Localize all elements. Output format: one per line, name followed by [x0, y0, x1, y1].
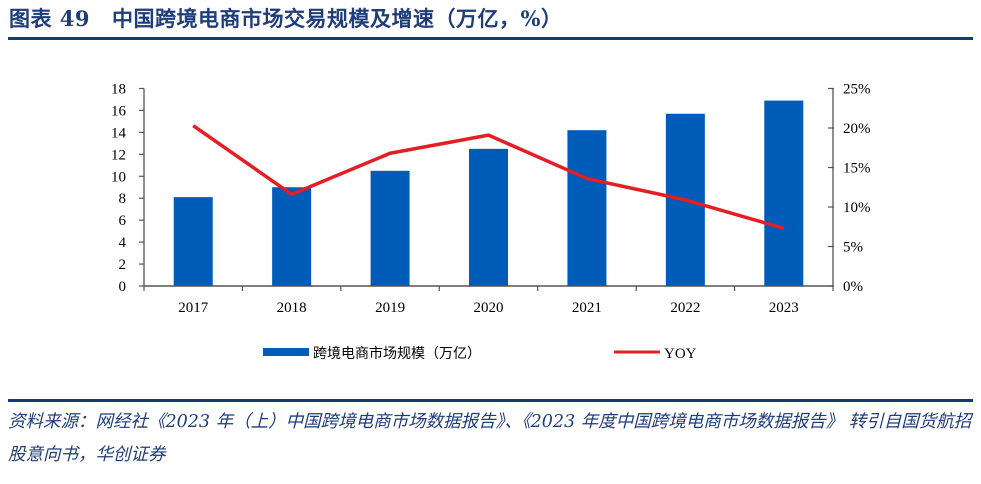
bar-2023 — [764, 100, 804, 286]
left-y-tick-label: 4 — [119, 235, 127, 251]
left-y-tick-label: 18 — [111, 82, 126, 98]
left-y-tick-label: 16 — [111, 103, 127, 119]
x-tick-label: 2020 — [474, 300, 504, 316]
bar-series — [173, 100, 804, 286]
bar-2019 — [370, 170, 410, 286]
figure-label: 图表 49 — [9, 6, 91, 31]
x-tick-label: 2021 — [572, 300, 602, 316]
x-tick-label: 2022 — [670, 300, 700, 316]
axes: 0 2 4 6 8 10 12 14 16 18 0% 5% 10% 15% 20% 25% — [111, 82, 871, 296]
left-y-tick-label: 14 — [111, 125, 127, 141]
bar-2020 — [469, 148, 508, 286]
right-y-tick-label: 10% — [843, 200, 871, 216]
x-tick-label: 2017 — [178, 300, 209, 316]
source-note: 资料来源：网经社《2023 年（上）中国跨境电商市场数据报告》、《2023 年度… — [8, 412, 972, 465]
bar-2018 — [272, 187, 312, 286]
x-axis-labels: 2017 2018 2019 2020 2021 2022 2023 — [178, 300, 799, 316]
left-y-tick-label: 10 — [111, 169, 126, 185]
figure-title-text: 中国跨境电商市场交易规模及增速（万亿，%） — [112, 6, 563, 31]
right-y-tick-label: 15% — [843, 161, 871, 177]
bar-2021 — [567, 130, 607, 286]
right-y-tick-label: 20% — [843, 121, 871, 137]
right-y-tick-label: 25% — [843, 82, 871, 98]
x-tick-label: 2023 — [769, 300, 799, 316]
chart: 0 2 4 6 8 10 12 14 16 18 0% 5% 10% 15% 20% 25% 2017 2018… — [111, 82, 871, 363]
legend-label-line: YOY — [664, 346, 697, 362]
x-tick-label: 2018 — [277, 300, 307, 316]
figure-title: 图表 49 中国跨境电商市场交易规模及增速（万亿，%） — [9, 4, 563, 34]
left-y-tick-label: 0 — [119, 279, 127, 295]
source-rule — [8, 399, 973, 402]
x-tick-label: 2019 — [375, 300, 405, 316]
legend: 跨境电商市场规模（万亿） YOY — [263, 345, 697, 362]
right-y-tick-label: 5% — [843, 240, 863, 256]
right-y-tick-label: 0% — [843, 279, 863, 295]
bar-2017 — [173, 197, 213, 286]
left-y-tick-label: 8 — [119, 191, 127, 207]
legend-label-bar: 跨境电商市场规模（万亿） — [313, 345, 481, 362]
legend-swatch-bar — [263, 348, 309, 356]
left-y-tick-label: 12 — [111, 147, 126, 163]
yoy-line-series — [192, 124, 785, 231]
title-rule — [8, 37, 973, 40]
left-y-tick-label: 2 — [119, 257, 127, 273]
left-y-tick-label: 6 — [119, 213, 127, 229]
